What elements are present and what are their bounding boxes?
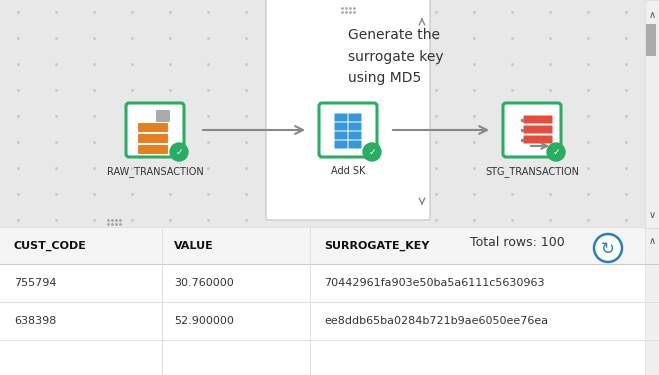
- Text: ✓: ✓: [175, 147, 183, 156]
- FancyBboxPatch shape: [335, 123, 347, 130]
- FancyBboxPatch shape: [138, 145, 168, 154]
- FancyBboxPatch shape: [335, 132, 347, 140]
- Circle shape: [363, 143, 381, 161]
- FancyBboxPatch shape: [319, 103, 377, 157]
- Bar: [645, 0, 659, 375]
- Circle shape: [170, 143, 188, 161]
- FancyBboxPatch shape: [349, 123, 362, 130]
- Text: RAW_TRANSACTION: RAW_TRANSACTION: [107, 166, 204, 177]
- FancyBboxPatch shape: [523, 126, 552, 134]
- Circle shape: [594, 234, 622, 262]
- Text: CUST_CODE: CUST_CODE: [14, 241, 87, 251]
- Text: SURROGATE_KEY: SURROGATE_KEY: [324, 241, 430, 251]
- FancyBboxPatch shape: [503, 103, 561, 157]
- FancyBboxPatch shape: [335, 141, 347, 148]
- Text: ✓: ✓: [368, 147, 376, 156]
- Text: STG_TRANSACTION: STG_TRANSACTION: [485, 166, 579, 177]
- Text: ee8ddb65ba0284b721b9ae6050ee76ea: ee8ddb65ba0284b721b9ae6050ee76ea: [324, 316, 548, 326]
- Text: ∨: ∨: [648, 210, 656, 220]
- FancyBboxPatch shape: [523, 135, 552, 144]
- Text: ∧: ∧: [648, 10, 656, 20]
- FancyBboxPatch shape: [126, 103, 184, 157]
- FancyBboxPatch shape: [335, 114, 347, 122]
- FancyBboxPatch shape: [349, 114, 362, 122]
- Text: 30.760000: 30.760000: [174, 278, 234, 288]
- Text: ∧: ∧: [648, 236, 656, 246]
- FancyBboxPatch shape: [523, 116, 552, 123]
- Bar: [0, 228, 659, 375]
- Circle shape: [547, 143, 565, 161]
- Text: 638398: 638398: [14, 316, 57, 326]
- Bar: [0, 264, 645, 302]
- Text: ✓: ✓: [552, 147, 559, 156]
- Bar: [0, 228, 645, 264]
- Text: Generate the
surrogate key
using MD5: Generate the surrogate key using MD5: [348, 28, 444, 86]
- Text: ↻: ↻: [601, 240, 615, 258]
- Text: 755794: 755794: [14, 278, 57, 288]
- FancyBboxPatch shape: [266, 0, 430, 220]
- Text: Total rows: 100: Total rows: 100: [471, 236, 565, 249]
- FancyBboxPatch shape: [646, 24, 656, 56]
- Text: 70442961fa903e50ba5a6111c5630963: 70442961fa903e50ba5a6111c5630963: [324, 278, 544, 288]
- FancyBboxPatch shape: [156, 110, 170, 122]
- Bar: [0, 302, 645, 340]
- FancyBboxPatch shape: [349, 132, 362, 140]
- FancyBboxPatch shape: [138, 134, 168, 143]
- FancyBboxPatch shape: [138, 123, 168, 132]
- Text: 52.900000: 52.900000: [174, 316, 234, 326]
- FancyBboxPatch shape: [349, 141, 362, 148]
- Text: VALUE: VALUE: [174, 241, 214, 251]
- Text: Add SK: Add SK: [331, 166, 365, 176]
